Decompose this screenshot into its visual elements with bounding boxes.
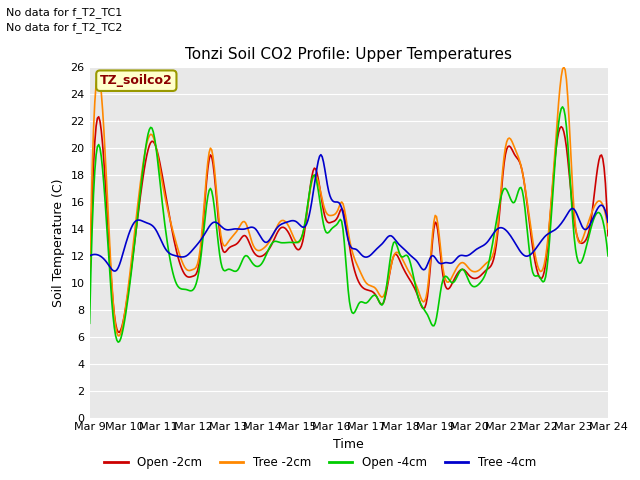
Y-axis label: Soil Temperature (C): Soil Temperature (C) xyxy=(52,178,65,307)
Open -4cm xyxy=(461,269,469,275)
Tree -2cm xyxy=(604,226,612,232)
Text: TZ_soilco2: TZ_soilco2 xyxy=(100,74,173,87)
Line: Open -2cm: Open -2cm xyxy=(90,117,608,332)
Tree -2cm xyxy=(292,239,300,245)
Open -2cm xyxy=(604,233,612,239)
Open -2cm xyxy=(257,253,265,259)
Title: Tonzi Soil CO2 Profile: Upper Temperatures: Tonzi Soil CO2 Profile: Upper Temperatur… xyxy=(186,47,512,62)
Text: No data for f_T2_TC1: No data for f_T2_TC1 xyxy=(6,7,123,18)
Open -2cm xyxy=(465,272,473,278)
Tree -4cm xyxy=(256,232,264,238)
Open -4cm xyxy=(292,240,300,245)
Text: No data for f_T2_TC2: No data for f_T2_TC2 xyxy=(6,22,123,33)
Tree -4cm xyxy=(604,219,612,225)
Open -4cm xyxy=(256,263,264,268)
Open -4cm xyxy=(413,290,421,296)
Tree -4cm xyxy=(317,152,324,157)
Tree -4cm xyxy=(415,260,422,266)
Open -2cm xyxy=(463,269,470,275)
Tree -4cm xyxy=(86,253,93,259)
X-axis label: Time: Time xyxy=(333,438,364,451)
Tree -2cm xyxy=(86,280,93,286)
Open -4cm xyxy=(464,276,472,281)
Line: Tree -4cm: Tree -4cm xyxy=(90,155,608,271)
Tree -2cm xyxy=(256,248,264,253)
Open -2cm xyxy=(95,114,102,120)
Tree -4cm xyxy=(463,253,470,259)
Line: Open -4cm: Open -4cm xyxy=(90,107,608,342)
Tree -2cm xyxy=(149,134,157,140)
Open -4cm xyxy=(115,339,122,345)
Tree -2cm xyxy=(115,333,122,339)
Open -4cm xyxy=(604,253,612,259)
Open -2cm xyxy=(294,247,301,252)
Open -2cm xyxy=(151,141,159,146)
Tree -2cm xyxy=(413,284,421,290)
Open -4cm xyxy=(86,320,93,326)
Open -4cm xyxy=(149,129,157,135)
Tree -4cm xyxy=(465,252,473,258)
Open -2cm xyxy=(116,329,124,335)
Tree -2cm xyxy=(464,264,472,270)
Tree -4cm xyxy=(149,224,157,229)
Open -4cm xyxy=(559,104,566,110)
Tree -2cm xyxy=(560,64,568,70)
Tree -4cm xyxy=(292,219,300,225)
Open -2cm xyxy=(415,295,422,300)
Tree -2cm xyxy=(461,261,469,267)
Legend: Open -2cm, Tree -2cm, Open -4cm, Tree -4cm: Open -2cm, Tree -2cm, Open -4cm, Tree -4… xyxy=(99,452,541,474)
Open -2cm xyxy=(86,293,93,299)
Line: Tree -2cm: Tree -2cm xyxy=(90,67,608,336)
Tree -4cm xyxy=(111,268,118,274)
